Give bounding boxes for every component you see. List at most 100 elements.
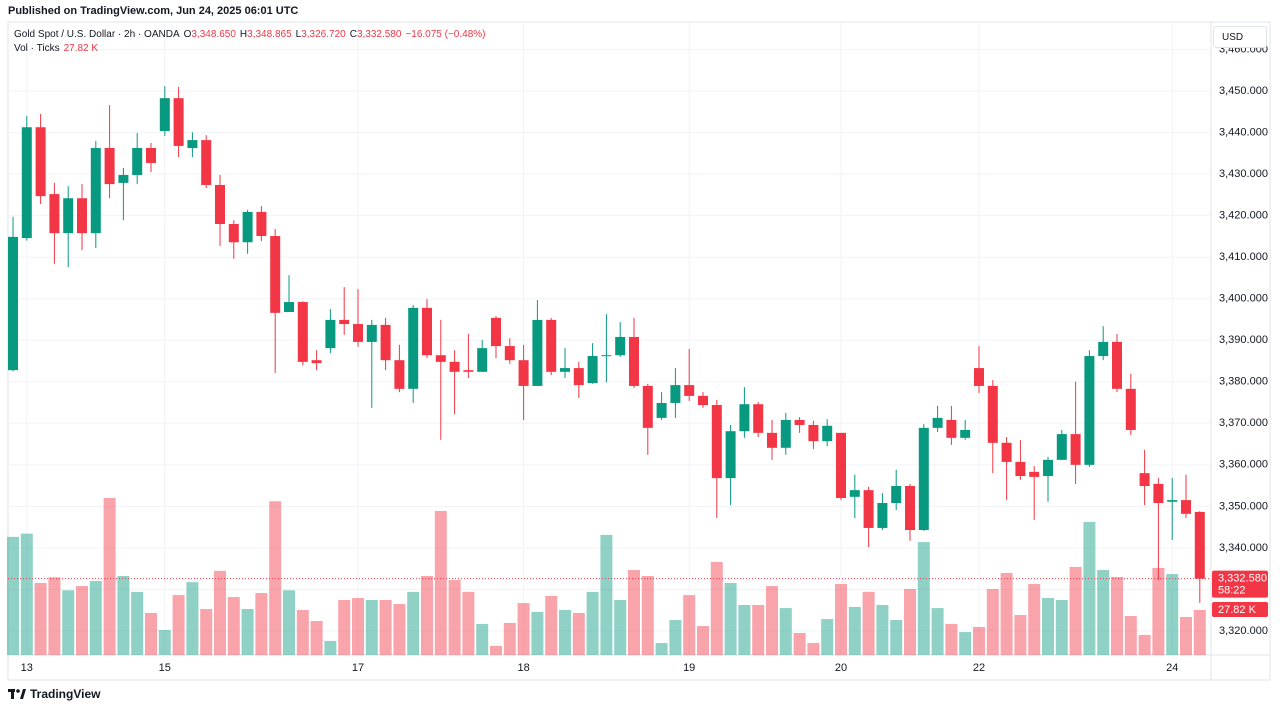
volume-bar [324, 640, 337, 655]
volume-bar [738, 604, 751, 655]
candle-body [822, 425, 833, 442]
currency-button[interactable]: USD [1213, 26, 1267, 48]
candle-body [987, 385, 998, 443]
volume-bar [379, 599, 392, 655]
volume-bar [434, 510, 447, 655]
candle-body [739, 404, 750, 432]
volume-bar [1193, 609, 1206, 655]
volume-bar [145, 612, 157, 655]
y-tick-label: 3,380.000 [1219, 376, 1268, 388]
volume-bar [904, 588, 916, 655]
candle-body [891, 486, 902, 504]
candle-body [808, 424, 819, 442]
candle-body [339, 319, 350, 325]
footer-logo: TradingView [8, 687, 100, 701]
y-tick-label: 3,450.000 [1219, 85, 1268, 97]
legend-label: C [349, 29, 357, 40]
volume-bar [779, 608, 792, 655]
candle-body [463, 370, 474, 372]
candle-body [877, 503, 888, 528]
volume-bar [1111, 576, 1123, 655]
volume-bar [959, 632, 972, 655]
candle-body [974, 368, 984, 386]
candle-body [1070, 434, 1081, 465]
candle-body [1194, 511, 1205, 579]
candle-body [118, 174, 129, 183]
volume-bar [186, 582, 199, 655]
candle-body [270, 236, 281, 313]
x-tick-label: 24 [1166, 662, 1178, 674]
volume-bar [7, 536, 19, 655]
candle-body [573, 368, 584, 386]
countdown: 58:22 [1218, 585, 1246, 597]
candle-body [311, 360, 322, 364]
legend-value: 3,348.865 [247, 29, 292, 40]
y-tick-label: 3,390.000 [1219, 334, 1268, 346]
volume-bar [490, 645, 502, 655]
candle-body [932, 417, 943, 428]
axis-layer: 3,320.0003,330.0003,340.0003,350.0003,36… [21, 43, 1268, 673]
volume-layer [7, 498, 1206, 655]
candle-body [780, 419, 791, 448]
candle-body [77, 198, 87, 234]
volume-bar [531, 611, 544, 655]
candle-body [90, 148, 101, 234]
y-tick-label: 3,340.000 [1219, 542, 1268, 554]
volume-bar [876, 604, 889, 655]
candle-body [187, 140, 198, 149]
candle-layer [8, 86, 1205, 604]
volume-bar [283, 590, 295, 655]
candle-body [1056, 434, 1067, 460]
candle-body [21, 127, 32, 239]
candle-body [422, 307, 432, 356]
volume-bar [821, 619, 834, 655]
volume-bar [931, 608, 944, 655]
volume-bar [103, 498, 116, 655]
volume-bar [586, 591, 599, 655]
candle-body [532, 319, 543, 386]
volume-bar [131, 591, 144, 655]
volume-bar [214, 570, 226, 655]
candle-body [242, 211, 253, 243]
volume-bar [655, 643, 668, 655]
legend-label: H [239, 29, 248, 40]
volume-bar [517, 603, 530, 655]
volume-bar [752, 604, 765, 655]
volume-bar [20, 533, 33, 655]
logo-text: TradingView [30, 687, 101, 701]
y-tick-label: 3,430.000 [1219, 168, 1268, 180]
candle-body [353, 324, 363, 342]
volume-bar [600, 534, 613, 655]
candle-body [297, 302, 308, 362]
volume-bar [1055, 599, 1068, 655]
candle-body [1001, 442, 1012, 462]
volume-bar [945, 623, 958, 655]
volume-bar [365, 599, 378, 655]
candle-body [1015, 461, 1026, 477]
volume-bar [227, 597, 240, 655]
volume-bar [1083, 521, 1096, 655]
candle-body [1043, 459, 1053, 477]
volume-bar [34, 582, 47, 655]
legend-value: 3,332.580 [356, 29, 402, 40]
volume-bar [310, 621, 323, 655]
legend-label: O [183, 29, 192, 40]
legend-value: 3,326.720 [301, 29, 346, 40]
volume-bar [338, 599, 351, 655]
logo-icon [8, 689, 26, 699]
volume-bar [352, 598, 364, 655]
volume-bar [559, 610, 571, 655]
volume-bar [973, 626, 985, 655]
volume-legend: Vol · Ticks 27.82 K [14, 43, 98, 54]
x-tick-label: 22 [973, 662, 985, 674]
volume-bar [890, 620, 903, 655]
candle-body [449, 361, 460, 372]
candle-body [1153, 483, 1164, 504]
candle-body [256, 211, 267, 237]
volume-bar [448, 580, 461, 655]
candle-body [408, 307, 419, 389]
volume-bar [255, 593, 268, 655]
volume-bar [503, 622, 516, 655]
volume-bar [807, 643, 820, 655]
y-tick-label: 3,400.000 [1219, 293, 1268, 305]
